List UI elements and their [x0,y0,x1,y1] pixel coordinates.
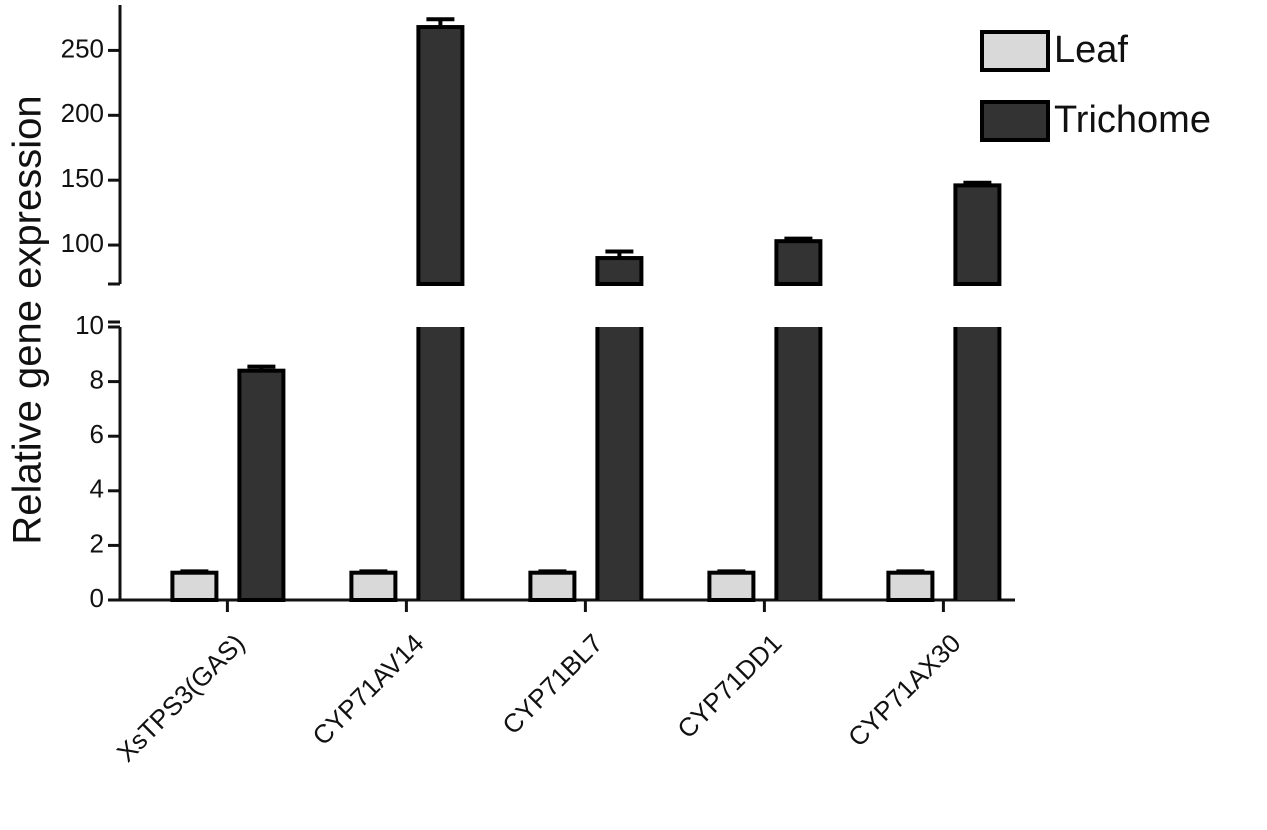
y-tick-label: 10 [75,310,104,340]
x-tick-label: CYP71BL7 [496,628,608,740]
y-tick-label: 0 [90,583,104,613]
bar [170,570,219,603]
bar [886,570,935,603]
bar [237,368,286,602]
y-tick-label: 2 [90,528,104,558]
legend-label: Trichome [1054,99,1211,141]
bar-upper [953,183,1002,286]
y-tick-label: 200 [61,98,104,128]
y-tick-label: 8 [90,364,104,394]
y-tick-label: 100 [61,228,104,258]
bar [349,570,398,603]
x-tick-label: CYP71AX30 [842,628,966,752]
bar-lower [955,327,1000,600]
bar-upper [774,239,823,286]
x-tick-label: XsTPS3(GAS) [111,628,251,768]
bar-lower [597,327,642,600]
legend-label: Leaf [1054,29,1128,71]
y-tick-label: 250 [61,33,104,63]
bar-lower [418,327,463,600]
bar [528,570,577,603]
x-tick-label: CYP71AV14 [306,628,429,751]
y-tick-label: 150 [61,163,104,193]
y-tick-label: 4 [90,474,104,504]
bar-upper [595,256,644,286]
y-axis-label: Relative gene expression [6,95,50,544]
x-tick-label: CYP71DD1 [671,628,787,744]
bar-lower [776,327,821,600]
y-tick-label: 6 [90,419,104,449]
bar-upper [416,25,465,287]
bar [707,570,756,603]
legend-swatch [980,30,1050,72]
legend-swatch [980,100,1050,142]
